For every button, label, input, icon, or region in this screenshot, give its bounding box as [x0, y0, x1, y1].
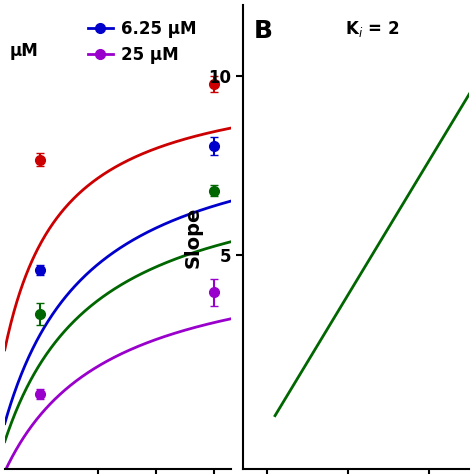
- Text: μM: μM: [9, 42, 38, 60]
- Y-axis label: Slope: Slope: [183, 206, 202, 268]
- Text: B: B: [254, 18, 273, 43]
- Legend: 6.25 μM, 25 μM: 6.25 μM, 25 μM: [81, 13, 203, 71]
- Text: K$_i$ = 2: K$_i$ = 2: [345, 18, 399, 39]
